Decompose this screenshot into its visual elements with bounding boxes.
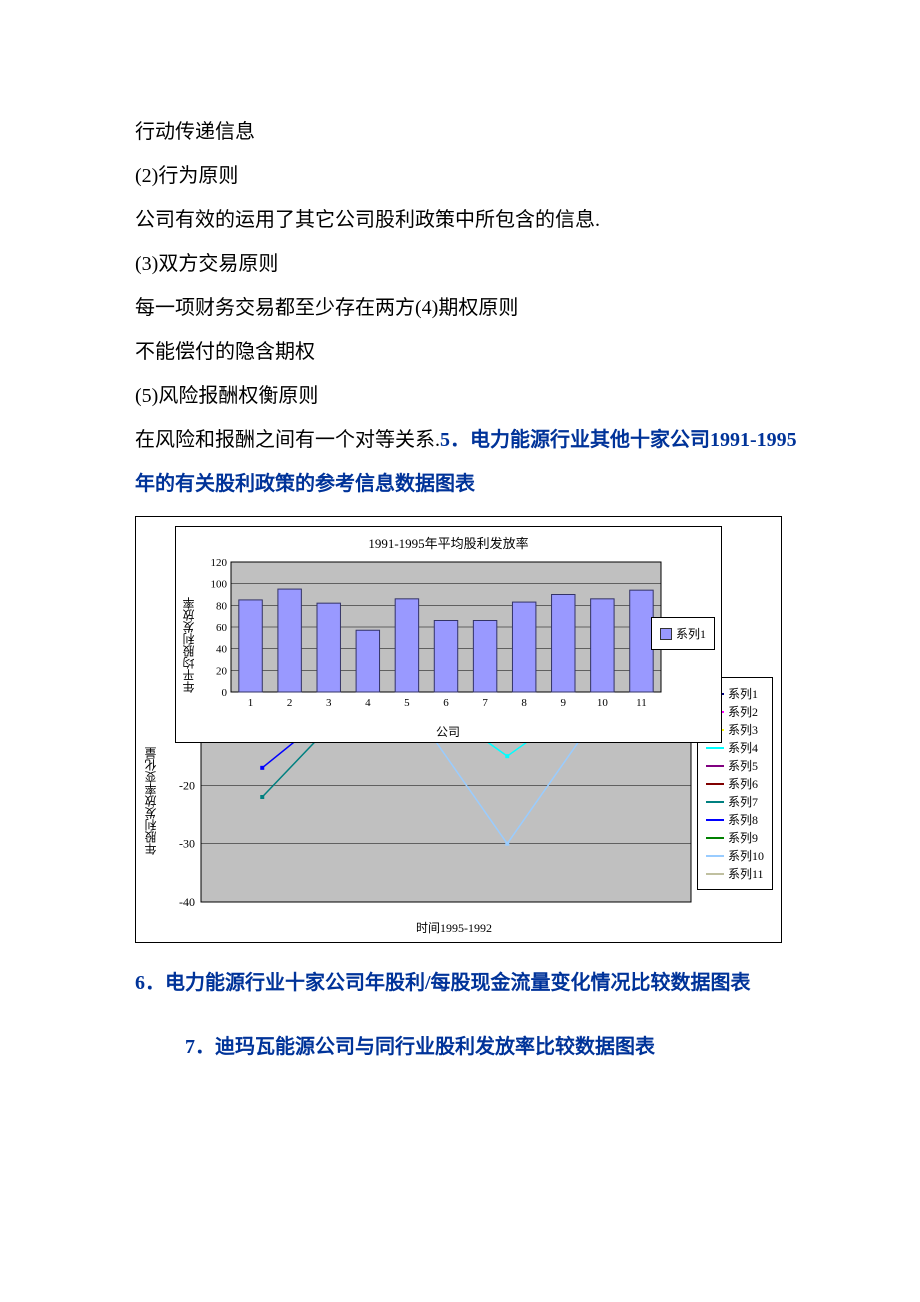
legend-label: 系列3: [728, 721, 758, 738]
svg-text:20: 20: [216, 665, 228, 677]
line-chart-xlabel: 时间1995-1992: [416, 919, 492, 936]
legend-label: 系列2: [728, 703, 758, 720]
bar-chart-ylabel: 年平均股利发放率: [180, 597, 197, 693]
heading-6: 6．电力能源行业十家公司年股利/每股现金流量变化情况比较数据图表: [135, 961, 820, 1005]
bar-chart-legend: 系列1: [651, 617, 715, 650]
legend-label: 系列7: [728, 793, 758, 810]
svg-text:60: 60: [216, 622, 228, 634]
svg-text:40: 40: [216, 644, 228, 656]
svg-text:-30: -30: [179, 837, 195, 851]
legend-swatch: [706, 855, 724, 857]
svg-text:3: 3: [326, 697, 332, 709]
legend-label: 系列11: [728, 865, 764, 882]
legend-swatch: [706, 747, 724, 749]
legend-swatch: [706, 765, 724, 767]
legend-label: 系列1: [728, 685, 758, 702]
paragraph-6: 不能偿付的隐含期权: [135, 330, 820, 374]
legend-swatch: [706, 873, 724, 875]
legend-swatch: [706, 801, 724, 803]
paragraph-2: (2)行为原则: [135, 154, 820, 198]
line-legend-item: 系列11: [706, 865, 764, 882]
line-legend-item: 系列6: [706, 775, 764, 792]
bar-chart-title: 1991-1995年平均股利发放率: [176, 533, 721, 552]
legend-swatch: [706, 819, 724, 821]
chart-container: -40-30-20-10010201234 年股利发放率变化量 时间1995-1…: [135, 516, 780, 941]
legend-label: 系列5: [728, 757, 758, 774]
legend-label: 系列9: [728, 829, 758, 846]
svg-text:1: 1: [248, 697, 254, 709]
paragraph-8: 在风险和报酬之间有一个对等关系.5．电力能源行业其他十家公司1991-1995 …: [135, 418, 820, 506]
svg-text:9: 9: [561, 697, 567, 709]
bar-chart-svg: 0 20 40 60 80 100 120 1 2 3 4 5 6 7 8 9 10 11: [176, 552, 721, 727]
line-legend-item: 系列7: [706, 793, 764, 810]
svg-text:2: 2: [287, 697, 293, 709]
svg-text:80: 80: [216, 600, 228, 612]
paragraph-1: 行动传递信息: [135, 110, 820, 154]
paragraph-8-text: 在风险和报酬之间有一个对等关系.: [135, 429, 440, 451]
line-legend-item: 系列5: [706, 757, 764, 774]
bar-legend-item: 系列1: [660, 625, 706, 642]
svg-text:8: 8: [521, 697, 527, 709]
svg-text:5: 5: [404, 697, 410, 709]
svg-text:10: 10: [597, 697, 609, 709]
legend-swatch: [706, 837, 724, 839]
paragraph-3: 公司有效的运用了其它公司股利政策中所包含的信息.: [135, 198, 820, 242]
svg-text:7: 7: [482, 697, 488, 709]
paragraph-4: (3)双方交易原则: [135, 242, 820, 286]
bar-chart-xlabel: 公司: [436, 723, 460, 740]
line-legend-item: 系列8: [706, 811, 764, 828]
svg-text:0: 0: [222, 687, 228, 699]
svg-text:4: 4: [365, 697, 371, 709]
document-page: 行动传递信息 (2)行为原则 公司有效的运用了其它公司股利政策中所包含的信息. …: [0, 0, 920, 1149]
svg-text:11: 11: [636, 697, 647, 709]
legend-swatch: [706, 783, 724, 785]
paragraph-5: 每一项财务交易都至少存在两方(4)期权原则: [135, 286, 820, 330]
svg-text:6: 6: [443, 697, 449, 709]
line-chart-ylabel: 年股利发放率变化量: [142, 747, 159, 855]
bar-legend-swatch: [660, 628, 672, 640]
svg-text:-20: -20: [179, 778, 195, 792]
legend-label: 系列4: [728, 739, 758, 756]
legend-label: 系列6: [728, 775, 758, 792]
bar-chart: 1991-1995年平均股利发放率 0 20 40 60 80 100 120 1 2 3 4 5 6 7…: [175, 526, 722, 743]
paragraph-7: (5)风险报酬权衡原则: [135, 374, 820, 418]
svg-text:-40: -40: [179, 895, 195, 909]
line-legend-item: 系列10: [706, 847, 764, 864]
legend-label: 系列8: [728, 811, 758, 828]
heading-7: 7．迪玛瓦能源公司与同行业股利发放率比较数据图表: [135, 1025, 820, 1069]
bar-legend-label: 系列1: [676, 625, 706, 642]
svg-text:100: 100: [211, 579, 228, 591]
svg-text:120: 120: [211, 557, 228, 569]
legend-label: 系列10: [728, 847, 764, 864]
line-legend-item: 系列9: [706, 829, 764, 846]
